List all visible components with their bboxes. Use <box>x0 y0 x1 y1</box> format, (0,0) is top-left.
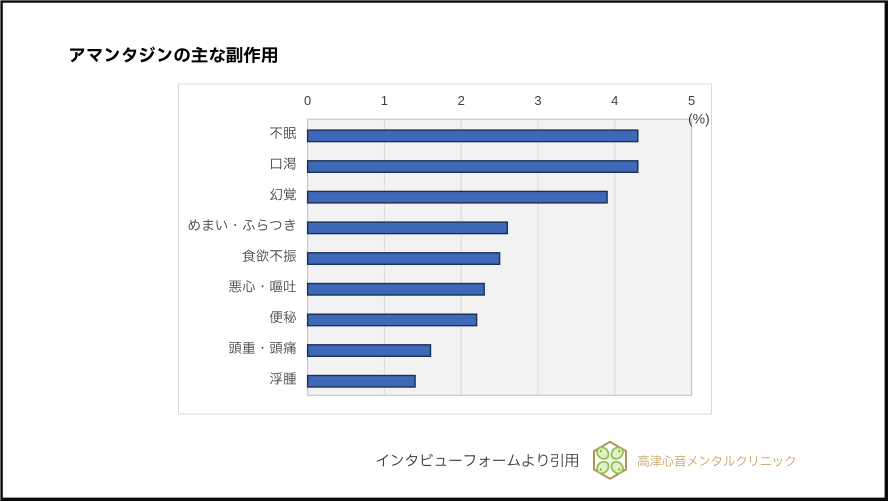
svg-text:(%): (%) <box>688 110 710 126</box>
svg-text:1: 1 <box>381 93 388 108</box>
svg-text:0: 0 <box>304 93 311 108</box>
svg-text:2: 2 <box>458 93 465 108</box>
svg-text:5: 5 <box>688 93 695 108</box>
svg-text:4: 4 <box>611 93 618 108</box>
svg-text:3: 3 <box>534 93 541 108</box>
